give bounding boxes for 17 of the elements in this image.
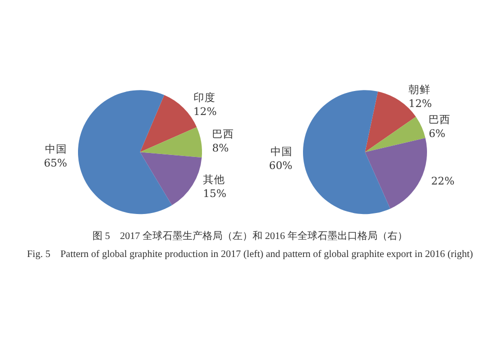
data-label: 60% [269, 160, 292, 172]
slice-label: 中国 [270, 145, 292, 158]
slice-label: 中国 [45, 142, 68, 156]
data-label: 6% [428, 128, 446, 140]
data-label: 65% [44, 158, 68, 170]
data-label: 22% [431, 175, 454, 188]
data-label: 12% [193, 106, 217, 118]
caption: Fig. 5 Pattern of global graphite production in 2017 (left) and pattern of global graphite export in 2016 (right) [26, 248, 474, 262]
caption: 图 5 2017 全球石墨生产格局（左）和 2016 年全球石墨出口格局（右） [92, 230, 408, 244]
slice-label: 巴西 [212, 128, 234, 140]
data-label: 12% [408, 98, 432, 110]
slice-label: 其他 [202, 173, 225, 186]
slice-label: 印度 [193, 91, 216, 104]
data-label: 8% [212, 142, 229, 154]
slice-label: 朝鲜 [408, 83, 431, 96]
slice-label: 巴西 [428, 114, 451, 126]
data-label: 15% [202, 188, 226, 200]
